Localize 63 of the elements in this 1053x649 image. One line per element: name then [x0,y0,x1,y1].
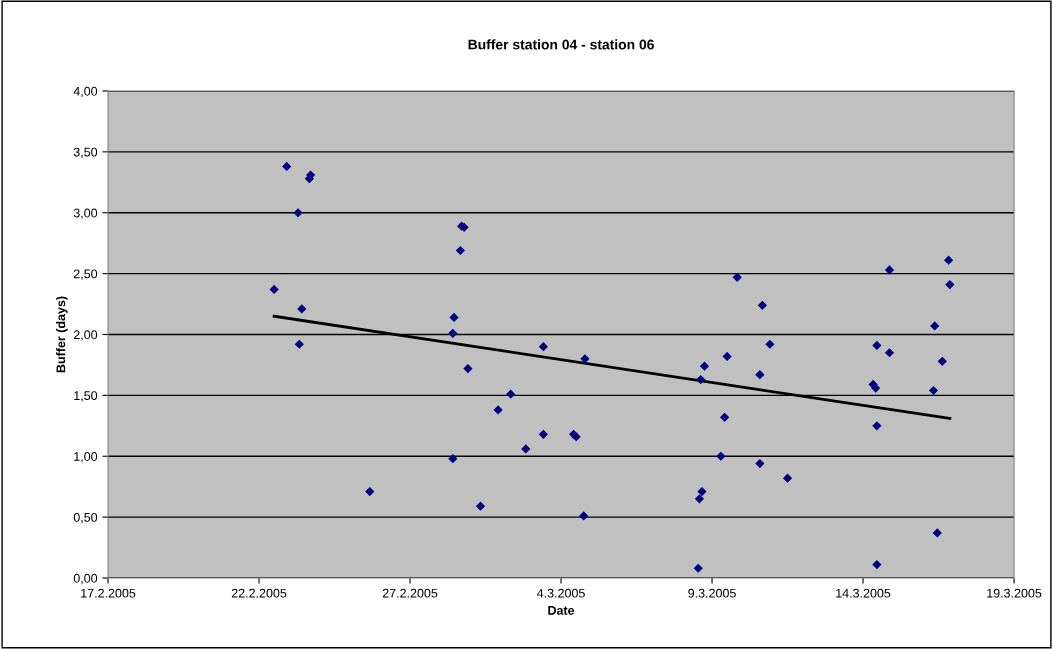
point [932,528,942,538]
point [693,563,703,573]
point [757,300,767,310]
y-tick-label: 3,50 [73,147,98,158]
point [928,385,939,396]
y-tick-label: 4,00 [73,86,98,98]
point [449,312,459,323]
point [455,245,465,256]
point [538,429,549,439]
x-tick-label: 14.3.2005 [836,588,891,598]
point [463,363,473,374]
y-tick-label: 0,00 [73,573,98,585]
point [269,284,279,295]
point [872,560,882,570]
point [716,451,726,461]
point [720,412,730,422]
point [782,473,793,483]
point [448,328,458,338]
point [297,304,307,314]
y-tick-label: 3,00 [73,208,98,219]
point [294,339,304,349]
x-tick-label: 17.2.2005 [81,588,136,598]
point [732,272,742,282]
point [930,321,940,331]
y-tick-label: 2,50 [73,269,98,280]
point [722,351,732,362]
x-tick-label: 4.3.2005 [537,588,585,598]
y-tick-label: 0,50 [73,512,98,524]
point [884,265,895,275]
point [694,494,705,504]
point [937,356,947,366]
point [538,342,549,352]
y-axis-title: Buffer (days) [56,296,68,373]
point [521,444,531,454]
point [945,279,955,290]
chart-title: Buffer station 04 - station 06 [468,39,654,50]
point [765,339,775,349]
point [580,354,590,364]
point [493,405,503,415]
point [579,511,589,521]
point [755,458,765,469]
y-tick-label: 1,00 [74,452,98,463]
x-tick-label: 22.2.2005 [231,588,287,598]
point [448,454,458,464]
point [699,361,710,371]
x-tick-label: 19.3.2005 [987,588,1042,598]
point [755,370,765,380]
point [475,501,486,511]
x-axis-title: Date [548,606,575,615]
x-tick-label: 9.3.2005 [688,588,736,598]
point [365,486,375,497]
y-tick-label: 2,00 [73,330,98,341]
point [872,340,882,351]
point [944,255,954,265]
point [872,421,882,431]
point [506,389,516,399]
point [884,348,895,358]
point [697,486,707,497]
point [293,208,303,218]
point [282,161,292,172]
x-tick-label: 27.2.2005 [382,588,438,598]
y-tick-label: 1,50 [74,391,98,402]
point [696,374,706,385]
